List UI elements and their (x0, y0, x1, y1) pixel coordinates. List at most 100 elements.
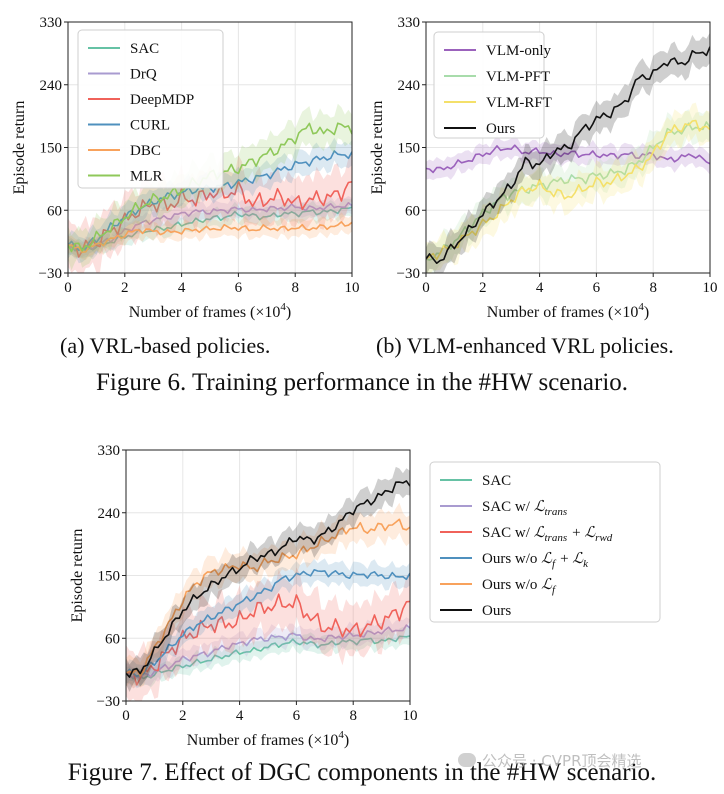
chart-vrl-svg: 0 2 4 6 8 10 −30 60 150 240 330 Number of frames (×… (11, 15, 360, 321)
x-tick-label: 4 (536, 280, 544, 296)
subcaption-a: (a) VRL-based policies. (60, 333, 271, 358)
legend-label: SAC w/ ℒtrans (482, 499, 568, 518)
series-line-2 (126, 593, 410, 686)
chart-vlm-svg: 0 2 4 6 8 10 −30 60 150 240 330 Number of frames (×… (369, 15, 718, 321)
x-tick-label: 8 (649, 280, 657, 296)
legend-box (433, 31, 545, 139)
legend-label: SAC (482, 473, 511, 489)
x-tick-label: 8 (349, 708, 357, 724)
x-tick-label: 10 (403, 708, 418, 724)
legend-box (77, 29, 224, 189)
x-axis-label: Number of frames (×104) (487, 301, 649, 321)
x-tick-label: 2 (479, 280, 487, 296)
series-line-2 (68, 180, 352, 258)
chart-vrl-policies: 0 2 4 6 8 10 −30 60 150 240 330 Number of frames (×… (0, 0, 362, 335)
series-band-0 (126, 627, 410, 688)
legend-label: MLR (130, 169, 163, 185)
x-tick-label: 6 (593, 280, 601, 296)
series-band-0 (68, 198, 352, 260)
chart-dgc-components: 0 2 4 6 8 10 −30 60 150 240 330 Number of frames (×… (60, 440, 724, 765)
series-band-5 (126, 466, 410, 692)
x-axis-label: Number of frames (×104) (187, 729, 349, 749)
series-line-3 (126, 569, 410, 678)
series-band-1 (126, 617, 410, 689)
y-tick-label: 330 (40, 15, 63, 31)
x-axis-label: Number of frames (×104) (129, 301, 291, 321)
y-tick-label: −30 (97, 694, 120, 710)
legend-label: SAC (130, 41, 159, 57)
y-tick-label: 330 (398, 15, 421, 31)
x-tick-label: 4 (236, 708, 244, 724)
y-tick-label: 150 (398, 141, 421, 157)
y-axis-label: Episode return (369, 101, 386, 195)
y-tick-label: 60 (105, 631, 120, 647)
y-tick-label: 240 (98, 506, 121, 522)
series-line-2 (426, 119, 710, 261)
legend-label: VLM-RFT (486, 95, 552, 111)
y-tick-label: 240 (40, 78, 63, 94)
series-band-4 (126, 502, 410, 689)
legend-box (429, 461, 661, 623)
series-band-1 (426, 109, 710, 273)
series-band-3 (126, 558, 410, 689)
legend-label: CURL (130, 118, 170, 134)
x-tick-label: 6 (235, 280, 243, 296)
legend-label: DBC (130, 143, 161, 159)
x-tick-label: 0 (122, 708, 130, 724)
series-band-4 (68, 212, 352, 260)
series-line-0 (68, 206, 352, 252)
series-line-4 (68, 221, 352, 254)
x-tick-label: 2 (179, 708, 187, 724)
y-axis-label: Episode return (69, 529, 86, 623)
series-line-1 (126, 624, 410, 680)
legend-label: VLM-only (486, 43, 551, 59)
legend-label: DrQ (130, 67, 157, 83)
legend: SAC SAC w/ ℒtrans SAC w/ ℒtrans + ℒrwd Ou… (429, 461, 661, 623)
legend-label: DeepMDP (130, 92, 194, 108)
legend-label: Ours (482, 603, 511, 619)
chart-vlm-policies: 0 2 4 6 8 10 −30 60 150 240 330 Number of frames (×… (360, 0, 724, 335)
y-tick-label: −30 (39, 266, 62, 282)
series-line-4 (126, 518, 410, 677)
y-tick-label: 150 (98, 569, 121, 585)
series-line-0 (426, 144, 710, 174)
series-line-1 (426, 121, 710, 261)
series-line-3 (426, 46, 710, 264)
x-tick-label: 0 (64, 280, 72, 296)
y-tick-label: 330 (98, 443, 121, 459)
series-band-2 (126, 567, 410, 701)
plot-area (126, 466, 410, 701)
x-tick-label: 10 (345, 280, 360, 296)
series-band-1 (68, 194, 352, 259)
legend-label: Ours (486, 121, 515, 137)
series-band-2 (426, 102, 710, 273)
legend: SAC DrQ DeepMDP CURL DBC MLR (77, 29, 224, 189)
legend-label: VLM-PFT (486, 69, 550, 85)
x-tick-label: 2 (121, 280, 129, 296)
legend-label: Ours w/o ℒf + ℒk (482, 551, 589, 570)
figure-6-caption: Figure 6. Training performance in the #H… (95, 369, 629, 396)
series-line-0 (126, 635, 410, 680)
series-band-3 (426, 32, 710, 273)
plot-area (426, 32, 710, 273)
y-tick-label: 240 (398, 78, 421, 94)
legend-label: SAC w/ ℒtrans + ℒrwd (482, 525, 614, 544)
series-band-2 (68, 154, 352, 273)
chart-dgc-svg: 0 2 4 6 8 10 −30 60 150 240 330 Number of frames (×… (69, 443, 661, 749)
wechat-icon (458, 753, 476, 767)
legend-label: Ours w/o ℒf (482, 577, 557, 596)
x-tick-label: 0 (422, 280, 430, 296)
y-tick-label: 60 (405, 203, 420, 219)
x-tick-label: 4 (178, 280, 186, 296)
watermark-text: 公众号 · CVPR顶会精选 (482, 752, 642, 770)
y-tick-label: 150 (40, 141, 63, 157)
series-line-5 (126, 480, 410, 678)
x-tick-label: 8 (291, 280, 299, 296)
legend: VLM-only VLM-PFT VLM-RFT Ours (433, 31, 552, 139)
subcaption-b: (b) VLM-enhanced VRL policies. (376, 333, 674, 358)
figure-7-caption: Figure 7. Effect of DGC components in th… (67, 759, 657, 786)
x-tick-label: 10 (703, 280, 718, 296)
y-axis-label: Episode return (11, 101, 28, 195)
y-tick-label: 60 (47, 203, 62, 219)
watermark: 公众号 · CVPR顶会精选 (458, 750, 642, 771)
